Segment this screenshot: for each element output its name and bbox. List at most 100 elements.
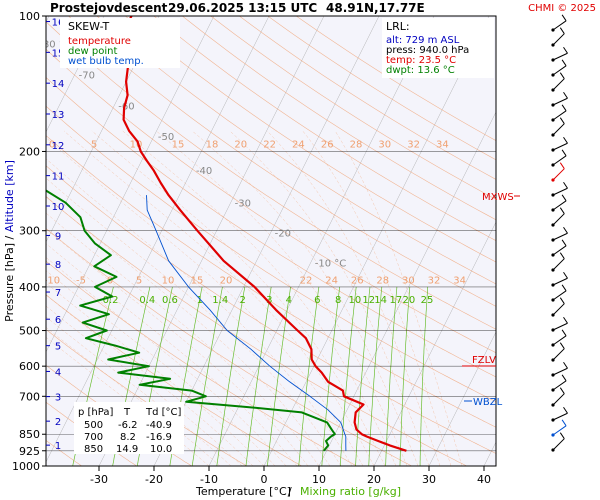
wind-barb-flag: [563, 46, 568, 54]
y-tick-label: 850: [19, 428, 40, 441]
mixing-ratio-label: 8: [335, 295, 341, 306]
y-axis-title: Pressure [hPa] / Altitude [km]: [3, 160, 16, 322]
mixing-ratio-label: 3: [266, 295, 272, 306]
adiabat-label-upper: 15: [172, 139, 185, 150]
wind-barb-staff: [552, 78, 565, 91]
altitude-tick-label: 16: [52, 18, 65, 29]
dry-adiabat: [96, 16, 496, 285]
isotherm-line: [46, 16, 215, 353]
lrl-press: press: 940.0 hPa: [386, 45, 469, 56]
mixing-ratio-label: 25: [421, 295, 434, 306]
mixing-ratio-label: 0.6: [162, 295, 178, 306]
wind-barb-flag: [559, 162, 565, 169]
table-row-3-t: 14.9: [116, 444, 138, 455]
y-tick-label: 1000: [12, 460, 40, 473]
wind-barb-flag: [563, 271, 568, 279]
y-tick-label: 600: [19, 360, 40, 373]
legend-item-temperature: temperature: [68, 36, 131, 47]
y-tick-label: 925: [19, 445, 40, 458]
mixing-ratio-label: 17: [390, 295, 403, 306]
altitude-tick-label: 9: [55, 231, 61, 242]
isotherm-label: -10 °C: [315, 258, 347, 269]
x-axis-title-sep: /: [288, 485, 292, 498]
mixing-ratio-label: 1.4: [212, 295, 228, 306]
wind-barb-flag: [559, 297, 565, 304]
x-axis-title-mixing: Mixing ratio [g/kg]: [300, 485, 401, 498]
plot-area: [46, 16, 496, 466]
series-dew-point: [46, 189, 336, 452]
adiabat-label-lower: 5: [136, 275, 142, 286]
isotherm-label: -50: [158, 132, 174, 143]
wind-barb-dot: [551, 148, 555, 152]
dry-adiabat: [153, 16, 496, 242]
table-row-1-p: 500: [84, 420, 103, 431]
mixing-ratio-label: 1: [197, 295, 203, 306]
dry-adiabat: [68, 16, 496, 307]
adiabat-label-lower: 34: [453, 275, 466, 286]
adiabat-label-upper: 20: [234, 139, 247, 150]
level-markers: MXWS FZLV WBZL: [462, 192, 520, 408]
wind-barb-dot: [551, 328, 555, 332]
level-mxws-label: MXWS: [482, 192, 514, 203]
table-row-3-td: 10.0: [150, 444, 172, 455]
wind-barb-dot: [551, 88, 555, 92]
isotherm-line: [428, 331, 496, 466]
x-tick-label: 40: [477, 473, 491, 486]
moist-adiabat: [229, 130, 430, 466]
moist-adiabat: [46, 158, 353, 466]
lrl-alt: alt: 729 m ASL: [386, 35, 460, 46]
wind-barb-staff: [552, 200, 567, 211]
mixing-ratio-label: 0.4: [139, 295, 155, 306]
isotherm-line: [46, 16, 105, 133]
wind-barb-staff: [552, 168, 565, 181]
wind-barb-flag: [563, 406, 568, 414]
x-tick-label: -20: [145, 473, 163, 486]
adiabat-label-upper: 26: [321, 139, 334, 150]
altitude-tick-label: 13: [52, 110, 65, 121]
wind-barb-flag: [561, 284, 567, 292]
data-table: p [hPa] T Td [°C] 500 -6.2 -40.9 700 8.2…: [74, 402, 184, 455]
wind-barb-staff: [552, 367, 568, 376]
wind-barb-staff: [552, 52, 568, 61]
wind-barb-flag: [559, 252, 565, 259]
wind-barb-flag: [561, 419, 567, 427]
dry-adiabat: [46, 21, 496, 330]
moist-adiabat: [302, 130, 452, 466]
wind-barb-dot: [551, 118, 555, 122]
wind-barb-staff: [552, 213, 565, 226]
wind-barb-staff: [552, 232, 568, 241]
altitude-tick-label: 8: [55, 260, 61, 271]
series-temperature: [122, 16, 407, 452]
mixing-ratio-label: 0.2: [103, 295, 119, 306]
adiabat-label-lower: 20: [220, 275, 233, 286]
moist-adiabat: [46, 282, 265, 466]
moist-adiabat: [46, 177, 342, 466]
wind-barb-dot: [551, 103, 555, 107]
adiabat-label-upper: 18: [206, 139, 219, 150]
isotherm-label: -20: [275, 229, 291, 240]
wind-barb-staff: [552, 33, 565, 46]
series-layer: [46, 16, 407, 452]
x-tick-label: 0: [261, 473, 268, 486]
wind-barb-flag: [563, 181, 568, 189]
moist-adiabat: [156, 130, 408, 466]
header-credit: CHMI © 2025: [528, 3, 596, 14]
adiabat-label-lower: -5: [76, 275, 86, 286]
wind-barb-flag: [561, 149, 567, 157]
moist-adiabat: [46, 195, 331, 466]
wind-barb-staff: [552, 393, 565, 406]
altitude-tick-label: 14: [52, 79, 65, 90]
wind-barb-dot: [551, 403, 555, 407]
wind-barb-dot: [551, 343, 555, 347]
wind-barb-dot: [551, 313, 555, 317]
mixing-ratio-label: 10: [349, 295, 362, 306]
adiabat-label-lower: 28: [376, 275, 389, 286]
wind-barb-staff: [552, 348, 565, 361]
wind-barb-flag: [561, 329, 567, 337]
adiabat-label-lower: 24: [325, 275, 338, 286]
y-tick-label: 700: [19, 390, 40, 403]
isotherm-label: -60: [118, 101, 134, 112]
moist-adiabat: [63, 130, 375, 466]
level-wbzl-label: WBZL: [473, 397, 503, 408]
